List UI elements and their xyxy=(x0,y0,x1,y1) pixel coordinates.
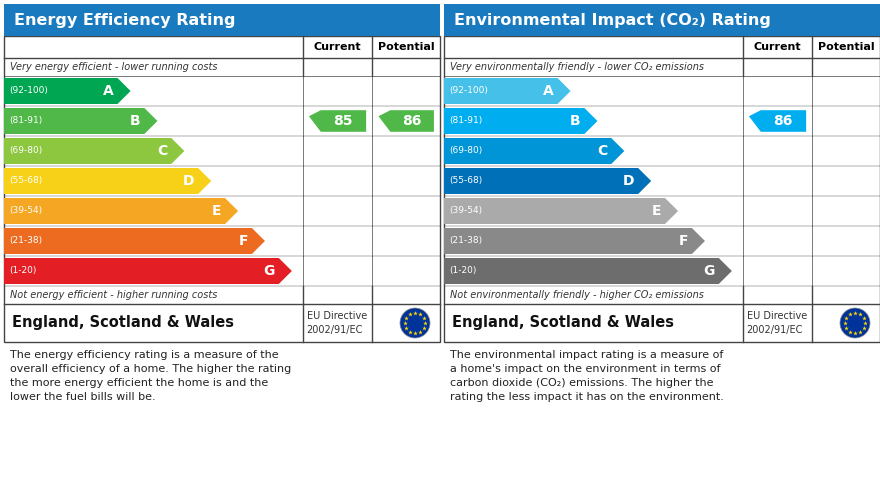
Text: E: E xyxy=(211,204,221,218)
Text: G: G xyxy=(263,264,275,278)
Text: E: E xyxy=(651,204,661,218)
Text: 85: 85 xyxy=(334,114,353,128)
Text: 86: 86 xyxy=(402,114,422,128)
Text: (21-38): (21-38) xyxy=(9,237,42,246)
Text: (92-100): (92-100) xyxy=(9,86,48,96)
Text: B: B xyxy=(129,114,141,128)
Circle shape xyxy=(840,308,870,338)
Polygon shape xyxy=(444,168,651,194)
Polygon shape xyxy=(4,138,184,164)
Text: Current: Current xyxy=(754,42,802,52)
Text: C: C xyxy=(157,144,167,158)
Text: Very energy efficient - lower running costs: Very energy efficient - lower running co… xyxy=(10,62,217,72)
Text: (39-54): (39-54) xyxy=(9,207,42,215)
Bar xyxy=(4,36,440,342)
Text: (1-20): (1-20) xyxy=(9,267,36,276)
Text: England, Scotland & Wales: England, Scotland & Wales xyxy=(12,316,234,330)
Text: (39-54): (39-54) xyxy=(449,207,482,215)
Circle shape xyxy=(400,308,430,338)
Polygon shape xyxy=(4,258,292,284)
Polygon shape xyxy=(378,110,434,132)
Text: England, Scotland & Wales: England, Scotland & Wales xyxy=(452,316,674,330)
Text: The energy efficiency rating is a measure of the
overall efficiency of a home. T: The energy efficiency rating is a measur… xyxy=(10,350,291,402)
Polygon shape xyxy=(4,168,211,194)
Text: G: G xyxy=(703,264,715,278)
Text: (81-91): (81-91) xyxy=(449,116,482,126)
Text: Energy Efficiency Rating: Energy Efficiency Rating xyxy=(14,12,236,28)
Text: EU Directive
2002/91/EC: EU Directive 2002/91/EC xyxy=(746,312,807,335)
Text: C: C xyxy=(597,144,607,158)
Text: D: D xyxy=(623,174,634,188)
Polygon shape xyxy=(4,108,158,134)
Polygon shape xyxy=(444,258,732,284)
Text: (69-80): (69-80) xyxy=(9,146,42,155)
Text: B: B xyxy=(569,114,581,128)
Text: (1-20): (1-20) xyxy=(449,267,476,276)
Polygon shape xyxy=(4,198,238,224)
Bar xyxy=(444,36,880,342)
Text: (55-68): (55-68) xyxy=(9,176,42,185)
Text: F: F xyxy=(238,234,248,248)
Text: D: D xyxy=(183,174,194,188)
Polygon shape xyxy=(4,78,130,104)
Text: Potential: Potential xyxy=(818,42,875,52)
Text: Environmental Impact (CO₂) Rating: Environmental Impact (CO₂) Rating xyxy=(454,12,771,28)
Text: F: F xyxy=(678,234,688,248)
Polygon shape xyxy=(749,110,806,132)
Text: 86: 86 xyxy=(774,114,793,128)
Text: EU Directive
2002/91/EC: EU Directive 2002/91/EC xyxy=(306,312,367,335)
Text: (55-68): (55-68) xyxy=(449,176,482,185)
Bar xyxy=(444,4,880,36)
Polygon shape xyxy=(309,110,366,132)
Polygon shape xyxy=(444,78,570,104)
Bar xyxy=(4,4,440,36)
Text: Not environmentally friendly - higher CO₂ emissions: Not environmentally friendly - higher CO… xyxy=(450,290,704,300)
Text: (92-100): (92-100) xyxy=(449,86,488,96)
Text: (21-38): (21-38) xyxy=(449,237,482,246)
Polygon shape xyxy=(444,228,705,254)
Text: (69-80): (69-80) xyxy=(449,146,482,155)
Polygon shape xyxy=(4,228,265,254)
Polygon shape xyxy=(444,108,598,134)
Text: A: A xyxy=(103,84,114,98)
Text: Current: Current xyxy=(314,42,362,52)
Text: Potential: Potential xyxy=(378,42,435,52)
Polygon shape xyxy=(444,138,624,164)
Text: (81-91): (81-91) xyxy=(9,116,42,126)
Text: Very environmentally friendly - lower CO₂ emissions: Very environmentally friendly - lower CO… xyxy=(450,62,704,72)
Text: Not energy efficient - higher running costs: Not energy efficient - higher running co… xyxy=(10,290,217,300)
Text: A: A xyxy=(543,84,554,98)
Polygon shape xyxy=(444,198,678,224)
Text: The environmental impact rating is a measure of
a home's impact on the environme: The environmental impact rating is a mea… xyxy=(450,350,724,402)
